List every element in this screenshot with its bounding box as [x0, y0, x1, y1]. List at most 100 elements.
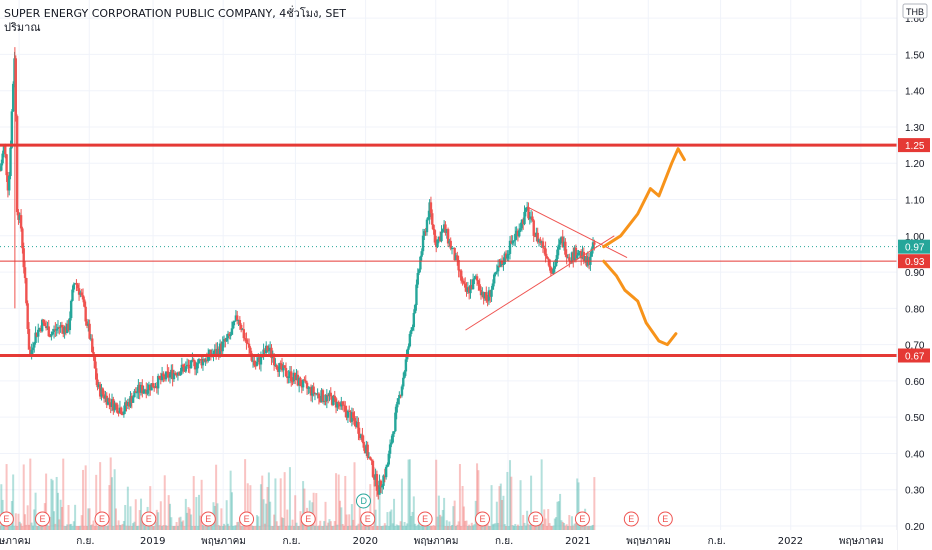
volume-bar: [113, 469, 116, 530]
earnings-marker: [657, 511, 673, 527]
candle-body: [262, 349, 265, 358]
volume-bar: [155, 509, 158, 530]
candle-body: [149, 384, 152, 391]
candle-body: [137, 384, 140, 393]
volume-bar: [572, 525, 575, 530]
candle-body: [130, 396, 133, 403]
candle-body: [151, 383, 155, 388]
volume-bar: [453, 500, 456, 530]
candle-body: [160, 373, 164, 381]
volume-bar: [29, 458, 32, 530]
volume-bar: [159, 501, 162, 530]
volume-bar: [497, 522, 500, 530]
volume-bar: [333, 521, 336, 530]
candle-body: [467, 287, 471, 294]
candle-body: [208, 350, 211, 355]
volume-bar: [480, 525, 483, 530]
volume-bar: [563, 522, 566, 530]
candle-body: [239, 324, 243, 330]
candle-body: [399, 394, 402, 396]
volume-bar: [151, 526, 154, 530]
volume-bar: [197, 494, 200, 530]
volume-bar: [389, 511, 392, 530]
volume-bar: [204, 526, 207, 530]
candle-body: [232, 321, 235, 329]
volume-bar: [6, 525, 9, 530]
volume-bar: [277, 526, 280, 530]
volume-bar: [433, 525, 436, 530]
volume-bar: [75, 525, 78, 530]
volume-bar: [589, 525, 592, 530]
candle-body: [122, 411, 126, 415]
earnings-marker-label: E: [480, 514, 486, 524]
candle-body: [26, 303, 29, 329]
candle-body: [562, 241, 566, 248]
candle-body: [100, 388, 103, 397]
volume-bar: [125, 525, 128, 530]
candle-body: [297, 378, 301, 386]
candle-body: [292, 372, 296, 382]
candle-body: [50, 334, 53, 337]
volume-bar: [358, 501, 361, 530]
candle-body: [531, 216, 534, 221]
volume-bar: [103, 525, 106, 530]
candle-body: [462, 281, 466, 284]
volume-bar: [274, 478, 277, 530]
candle-body: [295, 374, 298, 380]
volume-bar: [55, 476, 58, 530]
volume-bar: [242, 525, 245, 530]
candle-body: [217, 348, 220, 356]
volume-bar: [337, 474, 340, 530]
earnings-marker: [528, 511, 544, 527]
volume-bar: [328, 519, 331, 530]
volume-bar: [288, 467, 291, 530]
candle-body: [336, 401, 339, 408]
candle-body: [117, 412, 120, 414]
volume-bar: [46, 524, 49, 530]
earnings-marker-label: E: [533, 514, 539, 524]
volume-bar: [64, 526, 67, 530]
candle-body: [301, 379, 305, 388]
candle-body: [268, 347, 272, 351]
volume-bar: [228, 525, 231, 530]
volume-bar: [541, 523, 544, 530]
candle-body: [456, 255, 459, 261]
volume-bar: [219, 525, 222, 530]
candle-body: [490, 289, 493, 297]
candle-body: [21, 228, 24, 249]
volume-bar: [147, 525, 150, 530]
volume-bar: [395, 524, 398, 530]
earnings-marker-label: E: [579, 514, 585, 524]
candle-body: [390, 442, 393, 445]
volume-bar: [121, 523, 124, 530]
candle-body: [469, 284, 472, 294]
candle-body: [473, 278, 476, 280]
candle-body: [411, 327, 414, 331]
candle-body: [225, 338, 228, 342]
x-tick-label: พฤษภาคม: [839, 536, 884, 547]
candle-body: [209, 350, 213, 357]
volume-bar: [593, 477, 596, 530]
volume-bar: [60, 506, 63, 530]
volume-bar: [207, 525, 210, 530]
candle-body: [254, 365, 257, 367]
candle-body: [98, 384, 102, 397]
volume-bar: [145, 525, 148, 530]
volume-bar: [353, 462, 356, 530]
y-tick-label: 0.90: [905, 268, 925, 279]
volume-bar: [292, 525, 295, 530]
candle-body: [340, 401, 343, 407]
y-tick-label: 1.00: [905, 232, 925, 243]
candle-body: [583, 256, 587, 262]
volume-bar: [0, 484, 3, 530]
volume-bar: [548, 523, 551, 530]
level-tag-label: 0.93: [905, 257, 925, 268]
volume-bar: [118, 524, 121, 530]
candle-body: [403, 371, 406, 378]
candle-body: [88, 323, 91, 339]
candle-body: [275, 365, 278, 369]
volume-bar: [557, 501, 560, 530]
volume-bar: [122, 521, 125, 530]
candle-body: [573, 247, 576, 261]
